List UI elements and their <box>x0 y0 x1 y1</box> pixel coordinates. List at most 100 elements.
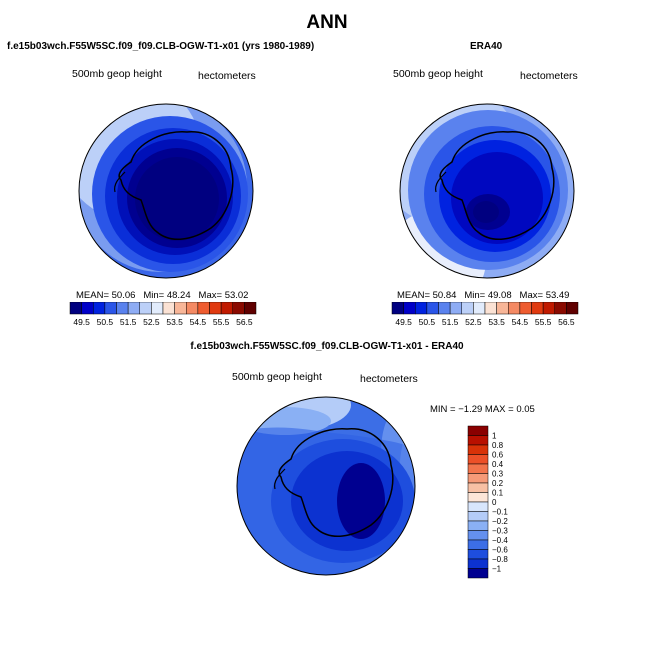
diff-colorbar-label: 0.1 <box>492 489 504 498</box>
panel-2-colorbar-box <box>566 302 579 315</box>
panel-2-mean-label: MEAN= <box>397 290 430 301</box>
main-title: ANN <box>306 12 348 33</box>
panel-2-colorbar-box <box>391 302 404 315</box>
diff-colorbar-label: −0.1 <box>492 508 508 517</box>
panel-2-colorbar: 49.5 50.5 51.5 52.5 53.5 54.5 55.5 56.5 <box>391 302 579 327</box>
diff-colorbar-box <box>467 492 489 503</box>
diff-colorbar-label: −0.2 <box>492 517 508 526</box>
diff-colorbar-label: −0.3 <box>492 527 508 536</box>
diff-colorbar: 10.80.60.40.30.20.10−0.1−0.2−0.3−0.4−0.6… <box>467 425 508 579</box>
panel-2-colorbar-label: 56.5 <box>558 317 575 327</box>
panel-2-colorbar-box <box>461 302 474 315</box>
diff-colorbar-box <box>467 501 489 512</box>
diff-colorbar-box <box>467 530 489 541</box>
diff-polar-map <box>236 396 416 576</box>
panel-1-colorbar-box <box>93 302 106 315</box>
diff-case-title: f.e15b03wch.F55W5SC.f09_f09.CLB-OGW-T1-x… <box>190 341 464 352</box>
panel-2-field-label: 500mb geop height <box>393 68 483 80</box>
panel-1-max-label: Max= <box>198 290 223 301</box>
panel-2-colorbar-box <box>415 302 428 315</box>
panel-2-colorbar-label: 51.5 <box>442 317 459 327</box>
diff-colorbar-box <box>467 539 489 550</box>
panel-2-colorbar-label: 55.5 <box>535 317 552 327</box>
panel-1-colorbar-label: 54.5 <box>190 317 207 327</box>
diff-colorbar-label: 0.2 <box>492 479 504 488</box>
panel-1-units-label: hectometers <box>198 70 256 82</box>
panel-2-max-label: Max= <box>519 290 544 301</box>
panel-1-colorbar-label: 51.5 <box>120 317 137 327</box>
diff-colorbar-box <box>467 520 489 531</box>
panel-1-colorbar-label: 55.5 <box>213 317 230 327</box>
diff-colorbar-box <box>467 454 489 465</box>
diff-colorbar-box <box>467 425 489 436</box>
panel-1-colorbar-box <box>139 302 152 315</box>
panel-2-colorbar-box <box>531 302 544 315</box>
panel-1-colorbar-box <box>151 302 164 315</box>
diff-colorbar-label: −0.6 <box>492 546 508 555</box>
diff-colorbar-box <box>467 444 489 455</box>
diff-colorbar-label: 0 <box>492 498 497 507</box>
diff-colorbar-box <box>467 482 489 493</box>
panel-2-colorbar-box <box>438 302 451 315</box>
diff-units-label: hectometers <box>360 373 418 385</box>
panel-2-colorbar-box <box>554 302 567 315</box>
diff-colorbar-box <box>467 558 489 569</box>
panel-2-colorbar-box <box>519 302 532 315</box>
panel-1-colorbar-box <box>197 302 210 315</box>
panel-2-colorbar-box <box>508 302 521 315</box>
diff-colorbar-label: −0.4 <box>492 536 508 545</box>
panel-1-field-label: 500mb geop height <box>72 68 162 80</box>
panel-2-colorbar-label: 53.5 <box>488 317 505 327</box>
panel-1-polar-map <box>78 103 254 279</box>
panel-1-mean-label: MEAN= <box>76 290 109 301</box>
panel-1-colorbar-box <box>69 302 82 315</box>
panel-2-mean-value: 50.84 <box>432 290 457 301</box>
panel-1-case-title: f.e15b03wch.F55W5SC.f09_f09.CLB-OGW-T1-x… <box>7 41 315 52</box>
panel-1-colorbar-box <box>104 302 117 315</box>
panel-2-units-label: hectometers <box>520 70 578 82</box>
panel-1-colorbar-box <box>81 302 94 315</box>
panel-2-colorbar-label: 50.5 <box>419 317 436 327</box>
panel-1-colorbar-label: 53.5 <box>166 317 183 327</box>
panel-1-min-value: 48.24 <box>166 290 191 301</box>
diff-colorbar-box <box>467 511 489 522</box>
diff-colorbar-box <box>467 435 489 446</box>
panel-2-colorbar-box <box>403 302 416 315</box>
diff-colorbar-label: 0.4 <box>492 460 504 469</box>
panel-1-colorbar-box <box>116 302 129 315</box>
panel-1-colorbar-label: 50.5 <box>97 317 114 327</box>
panel-2-min-label: Min= <box>464 290 486 301</box>
panel-1-colorbar-label: 56.5 <box>236 317 253 327</box>
panel-2-colorbar-box <box>426 302 439 315</box>
panel-1-mean-value: 50.06 <box>111 290 136 301</box>
panel-1-colorbar: 49.5 50.5 51.5 52.5 53.5 54.5 55.5 56.5 <box>69 302 257 327</box>
panel-1-colorbar-label: 52.5 <box>143 317 160 327</box>
diff-colorbar-label: 1 <box>492 432 497 441</box>
panel-1-colorbar-box <box>209 302 222 315</box>
panel-1-colorbar-box <box>220 302 233 315</box>
panel-2-case-title: ERA40 <box>470 41 503 52</box>
diff-colorbar-label: −1 <box>492 565 502 574</box>
panel-1-min-label: Min= <box>143 290 165 301</box>
diff-colorbar-label: 0.6 <box>492 451 504 460</box>
panel-1-colorbar-box <box>186 302 199 315</box>
panel-2-colorbar-box <box>496 302 509 315</box>
panel-2-colorbar-box <box>473 302 486 315</box>
panel-1-colorbar-box <box>244 302 257 315</box>
panel-1-stats: MEAN= 50.06 Min= 48.24 Max= 53.02 <box>76 290 248 301</box>
diff-colorbar-label: 0.3 <box>492 470 504 479</box>
panel-2-max-value: 53.49 <box>545 290 570 301</box>
diff-colorbar-box <box>467 549 489 560</box>
panel-1-colorbar-box <box>127 302 140 315</box>
panel-1-colorbar-label: 49.5 <box>73 317 90 327</box>
panel-2-colorbar-box <box>449 302 462 315</box>
panel-2-stats: MEAN= 50.84 Min= 49.08 Max= 53.49 <box>397 290 569 301</box>
diff-colorbar-box <box>467 473 489 484</box>
panel-2-min-value: 49.08 <box>487 290 512 301</box>
panel-1-max-value: 53.02 <box>224 290 249 301</box>
diff-colorbar-label: 0.8 <box>492 441 504 450</box>
panel-1-colorbar-box <box>174 302 187 315</box>
panel-1-colorbar-box <box>162 302 175 315</box>
panel-2-colorbar-label: 52.5 <box>465 317 482 327</box>
diff-colorbar-box <box>467 568 489 579</box>
